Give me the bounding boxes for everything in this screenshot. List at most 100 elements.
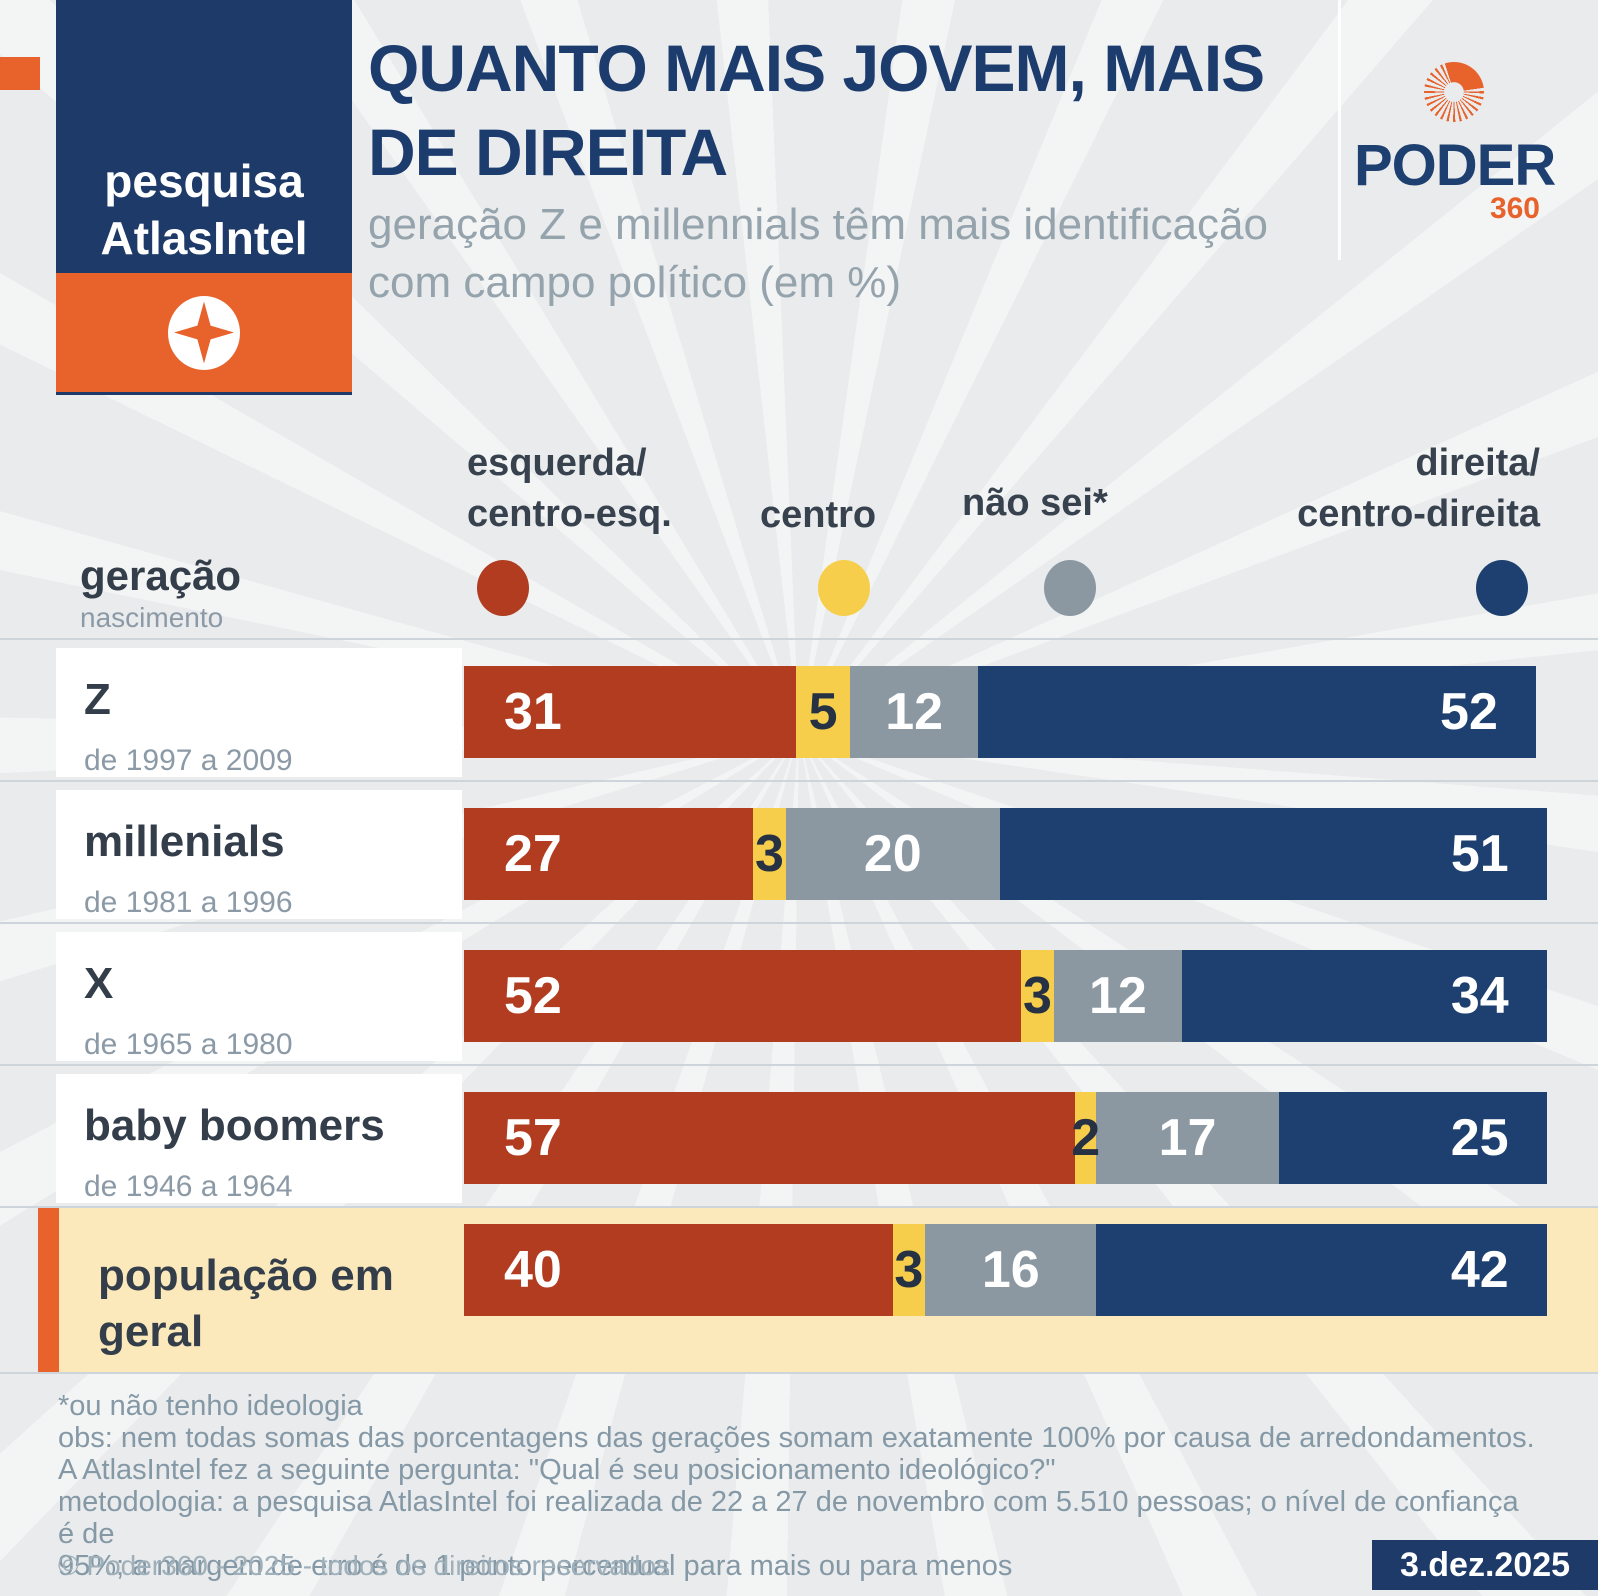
bar-value: 27 <box>504 825 562 883</box>
bar-value: 12 <box>1088 967 1147 1025</box>
poder360-sunburst-icon <box>1412 50 1496 134</box>
bar-segment-nao-sei: 16 <box>924 1224 1097 1316</box>
row-label-box: Z de 1997 a 2009 <box>56 648 462 777</box>
title-line2: DE DIREITA <box>368 115 728 189</box>
generation-label: baby boomers <box>84 1101 385 1150</box>
footnote-line: 95%; a margem de erro é de 1 ponto perce… <box>58 1550 1013 1582</box>
bar-value: 40 <box>504 1241 562 1299</box>
page-title: QUANTO MAIS JOVEM, MAIS DE DIREITA <box>368 26 1368 194</box>
generation-birth-years: de 1997 a 2009 <box>84 744 293 777</box>
axis-subtitle-nascimento: nascimento <box>80 602 224 633</box>
bar-value: 3 <box>1023 967 1052 1025</box>
bar-value: 52 <box>1440 683 1498 741</box>
bar-segment-direita: 51 <box>999 808 1547 900</box>
bar-segment-direita: 42 <box>1096 1224 1547 1316</box>
bar-value: 52 <box>504 967 562 1025</box>
generation-row: millenials de 1981 a 1996 27 3 20 51 <box>0 780 1598 922</box>
bar-value: 20 <box>863 825 922 883</box>
badge-line2: AtlasIntel <box>100 212 308 264</box>
bar-segment-nao-sei: 20 <box>785 808 1000 900</box>
legend-label-direita: direita/ centro-direita <box>1297 442 1540 535</box>
legend-dot-nao-sei-icon <box>1044 560 1096 616</box>
generation-label: millenials <box>84 817 285 866</box>
bar-value: 42 <box>1450 1241 1509 1299</box>
generation-label: população em geral <box>98 1251 394 1356</box>
bar-value: 12 <box>885 683 944 741</box>
bar-value: 5 <box>808 683 838 741</box>
bar-value: 34 <box>1450 967 1509 1025</box>
stacked-bar: 27 3 20 51 <box>464 808 1547 900</box>
footnote-line: *ou não tenho ideologia <box>58 1390 363 1422</box>
bar-value: 2 <box>1071 1109 1101 1167</box>
bar-segment-centro: 3 <box>753 808 786 900</box>
page-subtitle: geração Z e millennials têm mais identif… <box>368 196 1348 312</box>
atlasintel-logo-block <box>56 273 352 395</box>
axis-title-geracao: geração <box>80 552 242 599</box>
corner-accent-square <box>0 57 40 90</box>
bar-segment-direita: 34 <box>1182 950 1547 1042</box>
footnote-line: metodologia: a pesquisa AtlasIntel foi r… <box>58 1486 1519 1550</box>
bar-segment-esquerda: 27 <box>464 808 754 900</box>
generation-row: Z de 1997 a 2009 31 5 12 52 <box>0 638 1598 780</box>
legend-label-esquerda: esquerda/ centro-esq. <box>467 442 672 535</box>
generation-label: X <box>84 959 114 1008</box>
bar-value: 3 <box>755 825 784 883</box>
footnote-line: obs: nem todas somas das porcentagens da… <box>58 1422 1535 1454</box>
generation-birth-years: de 1946 a 1964 <box>84 1170 293 1203</box>
bar-segment-centro: 5 <box>796 666 850 758</box>
bar-segment-esquerda: 31 <box>464 666 797 758</box>
bar-value: 3 <box>894 1241 924 1299</box>
bar-segment-centro: 2 <box>1071 1092 1100 1184</box>
bar-segment-nao-sei: 12 <box>1053 950 1183 1042</box>
footnote-line: A AtlasIntel fez a seguinte pergunta: "Q… <box>58 1454 1056 1486</box>
legend-label-centro: centro <box>760 494 877 536</box>
bar-segment-direita: 25 <box>1278 1092 1547 1184</box>
stacked-bar: 52 3 12 34 <box>464 950 1547 1042</box>
stacked-bar: 57 2 17 25 <box>464 1092 1547 1184</box>
bar-segment-esquerda: 40 <box>464 1224 893 1316</box>
bar-segment-direita: 52 <box>978 666 1536 758</box>
highlight-accent-bar <box>38 1208 59 1372</box>
pesquisa-atlasintel-badge: pesquisa AtlasIntel <box>56 0 352 273</box>
bar-segment-nao-sei: 12 <box>849 666 979 758</box>
poder360-logo-suffix: 360 <box>1489 192 1540 225</box>
row-label-box: baby boomers de 1946 a 1964 <box>56 1074 462 1203</box>
bar-value: 51 <box>1450 825 1509 883</box>
generation-birth-years: de 1965 a 1980 <box>84 1028 293 1061</box>
bar-segment-esquerda: 52 <box>464 950 1022 1042</box>
date-badge: 3.dez.2025 <box>1372 1540 1598 1590</box>
compass-star-icon <box>168 295 240 370</box>
copyright-text: © Poder360 - 2025 - todos os direitos re… <box>58 1550 671 1581</box>
stacked-bar: 31 5 12 52 <box>464 666 1536 758</box>
generation-row: X de 1965 a 1980 52 3 12 34 <box>0 922 1598 1064</box>
subtitle-line2: com campo político (em %) <box>368 258 902 307</box>
stacked-bar: 40 3 16 42 <box>464 1224 1547 1316</box>
highlight-background <box>38 1208 1598 1372</box>
legend-dot-direita-icon <box>1476 560 1528 616</box>
bar-segment-centro: 3 <box>892 1224 925 1316</box>
row-label-box: millenials de 1981 a 1996 <box>56 790 462 919</box>
badge-line1: pesquisa <box>104 155 304 207</box>
badge-text: pesquisa AtlasIntel <box>56 153 352 267</box>
subtitle-line1: geração Z e millennials têm mais identif… <box>368 200 1268 249</box>
bar-value: 16 <box>981 1241 1040 1299</box>
generation-row: população em geral 40 3 16 42 <box>0 1206 1598 1372</box>
legend-dot-centro-icon <box>818 560 870 616</box>
bar-value: 25 <box>1450 1109 1509 1167</box>
footnotes: *ou não tenho ideologia obs: nem todas s… <box>58 1390 1538 1582</box>
bar-value: 31 <box>504 683 562 741</box>
bar-segment-centro: 3 <box>1021 950 1054 1042</box>
generation-label: Z <box>84 675 111 724</box>
header-divider <box>1338 0 1341 260</box>
generation-birth-years: de 1981 a 1996 <box>84 886 293 919</box>
legend-label-nao-sei: não sei* <box>962 482 1108 524</box>
title-line1: QUANTO MAIS JOVEM, MAIS <box>368 31 1265 105</box>
legend-dot-esquerda-icon <box>477 560 529 616</box>
bar-segment-nao-sei: 17 <box>1096 1092 1279 1184</box>
generation-row: baby boomers de 1946 a 1964 57 2 17 25 <box>0 1064 1598 1206</box>
row-separator <box>0 1372 1598 1374</box>
bar-value: 57 <box>504 1109 562 1167</box>
bar-value: 17 <box>1158 1109 1217 1167</box>
row-label-box: X de 1965 a 1980 <box>56 932 462 1061</box>
